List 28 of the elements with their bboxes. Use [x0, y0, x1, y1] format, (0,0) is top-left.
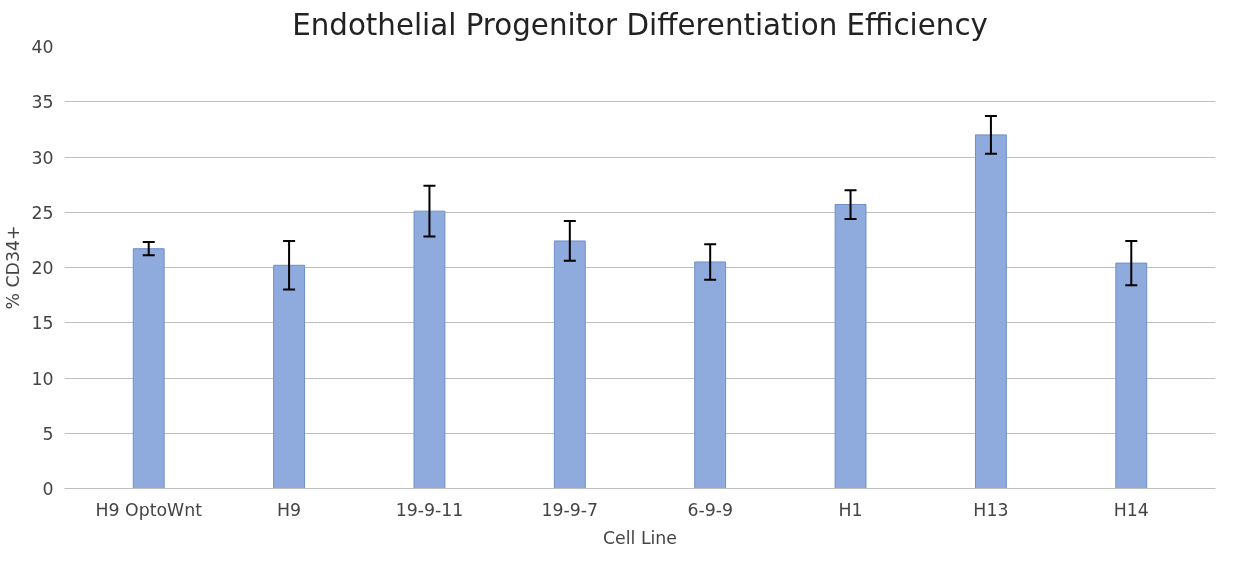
y-tick-label: 35: [31, 92, 54, 113]
y-tick-label: 25: [31, 202, 54, 223]
y-axis-title: % CD34+: [3, 225, 24, 310]
y-tick-label: 30: [31, 147, 54, 168]
x-axis-title: Cell Line: [603, 527, 678, 548]
bar: [553, 240, 586, 489]
y-tick-label: 40: [31, 37, 54, 57]
bar: [694, 261, 727, 489]
y-tick-label: 15: [31, 313, 54, 334]
x-tick-label: H13: [973, 499, 1009, 520]
y-tick-label: 5: [42, 423, 54, 444]
x-tick-label: H14: [1113, 499, 1149, 520]
bar: [413, 210, 446, 489]
bar: [132, 248, 165, 489]
y-tick-label: 10: [31, 368, 54, 389]
bar: [834, 204, 867, 489]
bar: [1115, 262, 1148, 489]
x-tick-label: H1: [838, 499, 863, 520]
bar: [273, 264, 306, 489]
bar: [974, 134, 1007, 489]
x-tick-label: 19-9-7: [541, 499, 599, 520]
y-tick-label: 0: [42, 479, 54, 499]
x-tick-label: H9 OptoWnt: [95, 499, 203, 520]
x-tick-label: 6-9-9: [687, 499, 733, 520]
y-tick-label: 20: [31, 258, 54, 278]
x-tick-label: H9: [277, 499, 302, 520]
chart-title: Endothelial Progenitor Differentiation Efficiency: [292, 7, 988, 42]
x-tick-label: 19-9-11: [395, 499, 464, 520]
